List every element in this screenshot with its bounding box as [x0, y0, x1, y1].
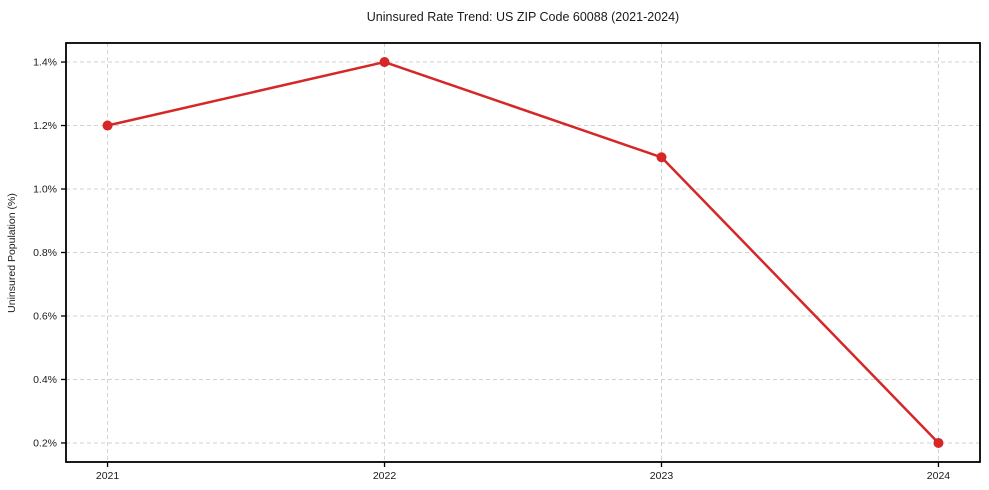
y-tick-label: 0.4%: [33, 374, 57, 386]
x-tick-label: 2022: [373, 470, 397, 482]
tick-marks: [61, 61, 940, 467]
data-point: [933, 437, 944, 448]
trend-line: [106, 60, 940, 445]
y-tick-label: 1.2%: [33, 120, 57, 132]
y-tick-label: 0.2%: [33, 437, 57, 449]
x-tick-label: 2024: [927, 470, 951, 482]
y-tick-label: 0.6%: [33, 310, 57, 322]
data-point: [656, 152, 667, 163]
chart-title: Uninsured Rate Trend: US ZIP Code 60088 …: [367, 10, 679, 24]
y-tick-label: 0.8%: [33, 247, 57, 259]
y-tick-label: 1.4%: [33, 57, 57, 69]
tick-labels: 0.2% 0.4% 0.6% 0.8% 1.0% 1.2% 1.4% 2021 2022 2023…: [33, 57, 950, 482]
y-axis-label: Uninsured Population (%): [6, 193, 18, 313]
x-tick-label: 2023: [650, 470, 674, 482]
grid-layer: [66, 43, 980, 462]
data-series: [102, 57, 944, 448]
data-point: [102, 120, 113, 131]
x-tick-label: 2021: [96, 470, 120, 482]
y-tick-label: 1.0%: [33, 184, 57, 196]
data-point: [379, 57, 390, 68]
